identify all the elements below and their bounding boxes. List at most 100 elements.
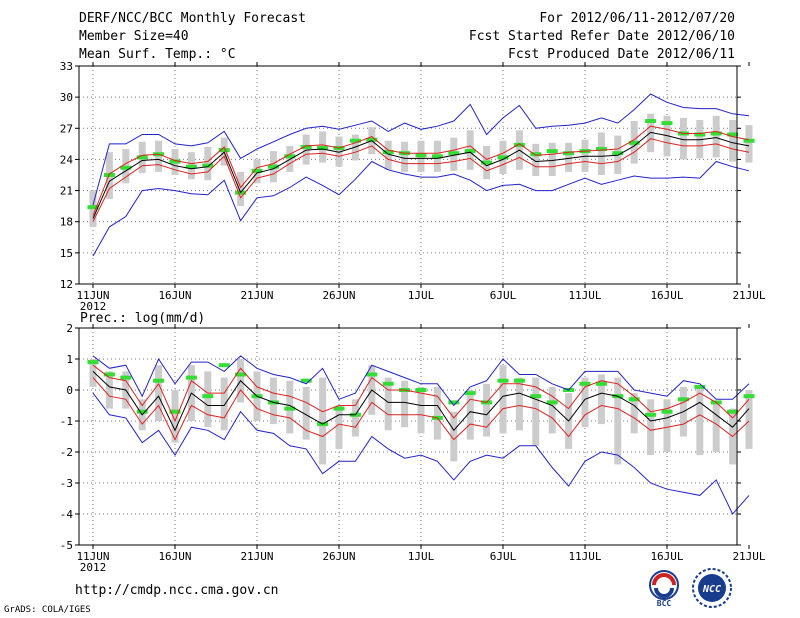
chart1-spread-bar bbox=[565, 142, 573, 172]
chart2-green-mark bbox=[300, 378, 312, 383]
chart1-xtick-label: 6JUL bbox=[490, 289, 517, 302]
member-size: Member Size=40 bbox=[79, 29, 189, 44]
chart1-ytick-label: 30 bbox=[60, 91, 73, 104]
chart1-spread-bar bbox=[696, 119, 704, 159]
chart1-green-mark bbox=[448, 151, 460, 156]
chart1-green-mark bbox=[513, 142, 525, 147]
chart2-spread-bar bbox=[450, 411, 458, 462]
chart1-line-red-2 bbox=[92, 138, 750, 222]
chart1-green-mark bbox=[743, 138, 755, 143]
chart2-ytick-label: 0 bbox=[66, 384, 73, 397]
chart2-green-mark bbox=[284, 406, 296, 411]
chart2-green-mark bbox=[103, 372, 115, 377]
chart1-green-mark bbox=[169, 159, 181, 164]
chart2-spread-bar bbox=[171, 390, 179, 443]
chart2-spread-bar bbox=[532, 377, 540, 446]
chart1-line-blue-0 bbox=[92, 160, 750, 257]
chart2-spread-bar bbox=[712, 402, 720, 452]
chart2-green-mark bbox=[185, 375, 197, 380]
chart2-spread-bar bbox=[433, 386, 441, 440]
chart-title: DERF/NCC/BCC Monthly Forecast bbox=[79, 11, 306, 26]
chart2-xtick-label: 6JUL bbox=[490, 550, 517, 563]
chart2-green-mark bbox=[595, 381, 607, 386]
chart1-spread-bar bbox=[581, 139, 589, 172]
chart1-green-mark bbox=[481, 160, 493, 165]
chart2-spread-bar bbox=[302, 386, 310, 440]
chart2-spread-bar bbox=[696, 386, 704, 456]
chart2-spread-bar bbox=[663, 399, 671, 452]
chart1-spread-bar bbox=[532, 143, 540, 177]
chart2-spread-bar bbox=[89, 359, 97, 387]
chart1-spread-bar bbox=[155, 140, 163, 172]
chart1-green-mark bbox=[710, 131, 722, 136]
chart2-frame bbox=[78, 327, 738, 546]
chart1-green-mark bbox=[595, 147, 607, 152]
chart2-spread-bar bbox=[614, 377, 622, 465]
chart1-green-mark bbox=[136, 155, 148, 160]
chart1-green-mark bbox=[366, 137, 378, 142]
chart2-spread-bar bbox=[548, 386, 556, 434]
chart1-ytick-label: 18 bbox=[60, 216, 73, 229]
chart1-green-mark bbox=[185, 164, 197, 169]
chart2-line-blue-1 bbox=[92, 355, 750, 407]
bcc-logo-text: BCC bbox=[657, 599, 672, 608]
forecast-started: Fcst Started Refer Date 2012/06/10 bbox=[468, 29, 735, 44]
chart2-xtick-label: 11JUN bbox=[76, 550, 109, 563]
chart2-spread-bar bbox=[483, 383, 491, 437]
chart2-line-red-2 bbox=[92, 377, 750, 441]
chart1-green-mark bbox=[382, 150, 394, 155]
chart2-xtick-label: 11JUL bbox=[568, 550, 601, 563]
chart1-xtick-label: 1JUL bbox=[408, 289, 435, 302]
chart2-green-mark bbox=[136, 409, 148, 414]
chart2-spread-bar bbox=[105, 371, 113, 409]
chart2-green-mark bbox=[727, 409, 739, 414]
chart1-xtick-label: 16JUL bbox=[650, 289, 683, 302]
chart1-green-mark bbox=[727, 132, 739, 137]
chart2-spread-bar bbox=[220, 377, 228, 431]
chart2-green-mark bbox=[645, 412, 657, 417]
chart2-spread-bar bbox=[384, 377, 392, 431]
chart1-spread-bar bbox=[335, 136, 343, 167]
chart1-green-mark bbox=[284, 154, 296, 159]
chart2-spread-bar bbox=[581, 377, 589, 428]
chart1-green-mark bbox=[563, 151, 575, 156]
chart1-spread-bar bbox=[712, 115, 720, 158]
chart1-spread-bar bbox=[679, 117, 687, 160]
forecast-period: For 2012/06/11-2012/07/20 bbox=[539, 11, 735, 26]
chart1-year-label: 2012 bbox=[80, 300, 107, 313]
chart2-ytick-label: -1 bbox=[60, 415, 73, 428]
chart2-spread-bar bbox=[630, 393, 638, 434]
chart2-year-label: 2012 bbox=[80, 561, 107, 574]
chart1-xtick-label: 11JUL bbox=[568, 289, 601, 302]
chart1-spread-bar bbox=[204, 146, 212, 181]
chart2-spread-bar bbox=[499, 365, 507, 434]
variable-label: Mean Surf. Temp.: °C bbox=[79, 47, 236, 62]
chart2-green-mark bbox=[628, 397, 640, 402]
chart1-xtick-label: 11JUN bbox=[76, 289, 109, 302]
chart2-green-mark bbox=[743, 394, 755, 399]
chart1-green-mark bbox=[497, 155, 509, 160]
chart1-green-mark bbox=[415, 153, 427, 158]
chart2-green-mark bbox=[513, 378, 525, 383]
bcc-logo: BCC bbox=[649, 570, 679, 608]
chart1-ytick-label: 24 bbox=[60, 153, 74, 166]
chart2-xtick-label: 16JUN bbox=[158, 550, 191, 563]
chart1-ytick-label: 33 bbox=[60, 60, 73, 73]
source-url[interactable]: http://cmdp.ncc.cma.gov.cn bbox=[75, 583, 279, 598]
chart2-green-mark bbox=[366, 372, 378, 377]
chart2-xtick-label: 21JUL bbox=[732, 550, 765, 563]
chart1-green-mark bbox=[464, 149, 476, 154]
chart1-line-red-3 bbox=[92, 125, 750, 216]
chart1-green-mark bbox=[530, 152, 542, 157]
chart2-xtick-label: 1JUL bbox=[408, 550, 435, 563]
chart1-green-mark bbox=[218, 148, 230, 153]
chart2-green-mark bbox=[120, 375, 132, 380]
chart1-spread-bar bbox=[745, 125, 753, 163]
chart2-spread-bar bbox=[401, 380, 409, 428]
chart1-green-mark bbox=[546, 149, 558, 154]
chart2-green-mark bbox=[153, 378, 165, 383]
chart1-green-mark bbox=[120, 165, 132, 170]
chart1-green-mark bbox=[431, 154, 443, 159]
chart1-green-mark bbox=[645, 119, 657, 124]
